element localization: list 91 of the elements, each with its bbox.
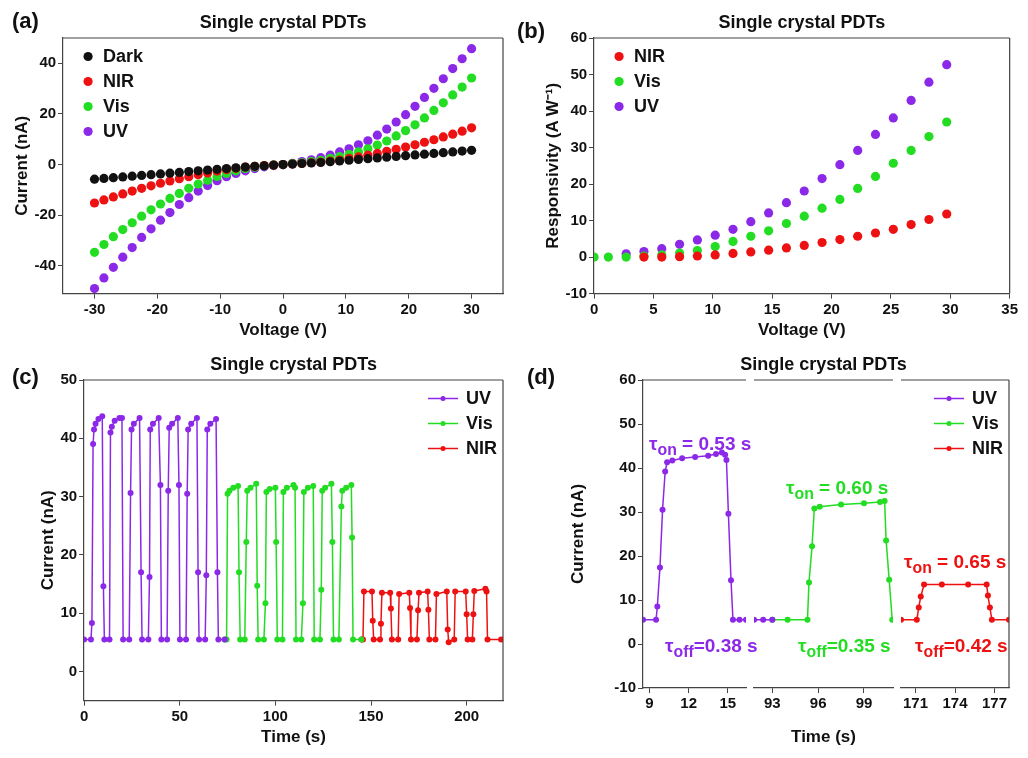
text: (c) bbox=[12, 364, 39, 390]
legend-label: Dark bbox=[103, 46, 145, 67]
annotation: τ$_{off}$=0.42 s bbox=[915, 635, 1008, 661]
y-tick-label: -40 bbox=[34, 255, 57, 273]
x-axis-title: Time (s) bbox=[791, 727, 856, 747]
legend-label: Vis bbox=[466, 413, 493, 434]
x-tick-label: 0 bbox=[79, 706, 89, 724]
legend-label: UV bbox=[466, 388, 492, 409]
y-tick-label: 10 bbox=[619, 590, 636, 608]
text: (b) bbox=[517, 18, 546, 44]
x-tick-label: 10 bbox=[337, 299, 355, 317]
y-tick-label: -20 bbox=[34, 205, 57, 223]
legend-label: NIR bbox=[466, 438, 497, 459]
y-tick-label: 0 bbox=[627, 634, 636, 652]
y-tick-label: 0 bbox=[47, 154, 57, 172]
y-tick-label: 50 bbox=[60, 370, 78, 388]
chart-title: Single crystal PDTs bbox=[718, 12, 886, 33]
y-axis-title: Current (nA) bbox=[567, 483, 587, 585]
x-tick-label: 20 bbox=[823, 299, 840, 317]
y-tick-label: 40 bbox=[570, 101, 588, 119]
y-tick-label: -10 bbox=[565, 283, 588, 301]
legend-label: NIR bbox=[972, 438, 1003, 459]
y-tick-label: 0 bbox=[68, 661, 78, 679]
chart-title: Single crystal PDTs bbox=[210, 354, 377, 375]
x-tick-label: 10 bbox=[704, 299, 722, 317]
y-tick-label: 20 bbox=[60, 545, 78, 563]
annotation: τ$_{on}$ = 0.65 s bbox=[904, 551, 1007, 577]
x-tick-label: 9 bbox=[645, 694, 654, 712]
y-tick-label: 10 bbox=[570, 210, 588, 228]
x-tick-label: 15 bbox=[763, 299, 781, 317]
y-axis-title: Current (nA) bbox=[37, 490, 57, 591]
legend-label: Vis bbox=[634, 71, 661, 92]
y-tick-label: 60 bbox=[619, 370, 636, 388]
x-tick-label: 25 bbox=[882, 299, 900, 317]
x-tick-label: 5 bbox=[649, 299, 658, 317]
annotation: τ$_{on}$ = 0.53 s bbox=[649, 433, 752, 459]
annotation: τ$_{off}$=0.38 s bbox=[665, 635, 758, 661]
y-tick-label: 30 bbox=[619, 502, 636, 520]
x-tick-label: 100 bbox=[262, 706, 288, 724]
y-tick-label: 20 bbox=[39, 104, 57, 122]
y-tick-label: 10 bbox=[60, 603, 78, 621]
y-tick-label: 40 bbox=[619, 458, 636, 476]
legend-label: UV bbox=[103, 121, 129, 142]
x-tick-label: 50 bbox=[171, 706, 189, 724]
y-axis-title: Current (nA) bbox=[11, 115, 31, 216]
x-tick-label: 177 bbox=[982, 694, 1008, 712]
y-tick-label: -10 bbox=[614, 678, 636, 696]
legend-label: NIR bbox=[634, 46, 666, 67]
x-tick-label: 15 bbox=[719, 694, 737, 712]
y-tick-label: 30 bbox=[60, 486, 78, 504]
text: (d) bbox=[527, 364, 556, 390]
x-tick-label: 171 bbox=[902, 694, 928, 712]
text: (a) bbox=[12, 8, 39, 34]
y-tick-label: 40 bbox=[39, 53, 57, 71]
x-axis-title: Voltage (V) bbox=[239, 320, 327, 340]
x-tick-label: 30 bbox=[463, 299, 480, 317]
legend-label: NIR bbox=[103, 71, 135, 92]
x-tick-label: 96 bbox=[809, 694, 827, 712]
x-axis-title: Voltage (V) bbox=[758, 320, 846, 340]
x-tick-label: -10 bbox=[209, 299, 232, 317]
x-tick-label: 99 bbox=[855, 694, 873, 712]
text: UV bbox=[972, 388, 998, 409]
x-tick-label: 174 bbox=[942, 694, 969, 712]
x-tick-label: 35 bbox=[1001, 299, 1018, 317]
y-tick-label: 60 bbox=[570, 28, 588, 46]
x-tick-label: -20 bbox=[146, 299, 169, 317]
chart-title: Single crystal PDTs bbox=[199, 12, 367, 33]
annotation: τ$_{off}$=0.35 s bbox=[798, 635, 891, 661]
x-tick-label: 200 bbox=[454, 706, 480, 724]
y-tick-label: 30 bbox=[570, 137, 588, 155]
annotation: τ$_{on}$ = 0.60 s bbox=[786, 477, 889, 503]
x-tick-label: 12 bbox=[680, 694, 697, 712]
x-tick-label: 20 bbox=[400, 299, 418, 317]
x-tick-label: 30 bbox=[941, 299, 959, 317]
chart-title: Single crystal PDTs bbox=[740, 354, 907, 375]
x-tick-label: 0 bbox=[589, 299, 599, 317]
y-tick-label: 50 bbox=[619, 414, 636, 432]
legend-label: UV bbox=[634, 96, 660, 117]
y-tick-label: 40 bbox=[60, 428, 78, 446]
x-tick-label: 0 bbox=[278, 299, 288, 317]
x-tick-label: 150 bbox=[358, 706, 384, 724]
y-tick-label: 0 bbox=[578, 247, 588, 265]
legend-label: Vis bbox=[103, 96, 130, 117]
text: Vis bbox=[972, 413, 999, 434]
x-tick-label: -30 bbox=[83, 299, 106, 317]
y-tick-label: 20 bbox=[570, 174, 588, 192]
y-axis-title: Responsivity (A W⁻¹) bbox=[542, 82, 562, 249]
x-axis-title: Time (s) bbox=[261, 727, 326, 747]
x-tick-label: 93 bbox=[763, 694, 781, 712]
y-tick-label: 50 bbox=[570, 64, 588, 82]
y-tick-label: 20 bbox=[619, 546, 636, 564]
